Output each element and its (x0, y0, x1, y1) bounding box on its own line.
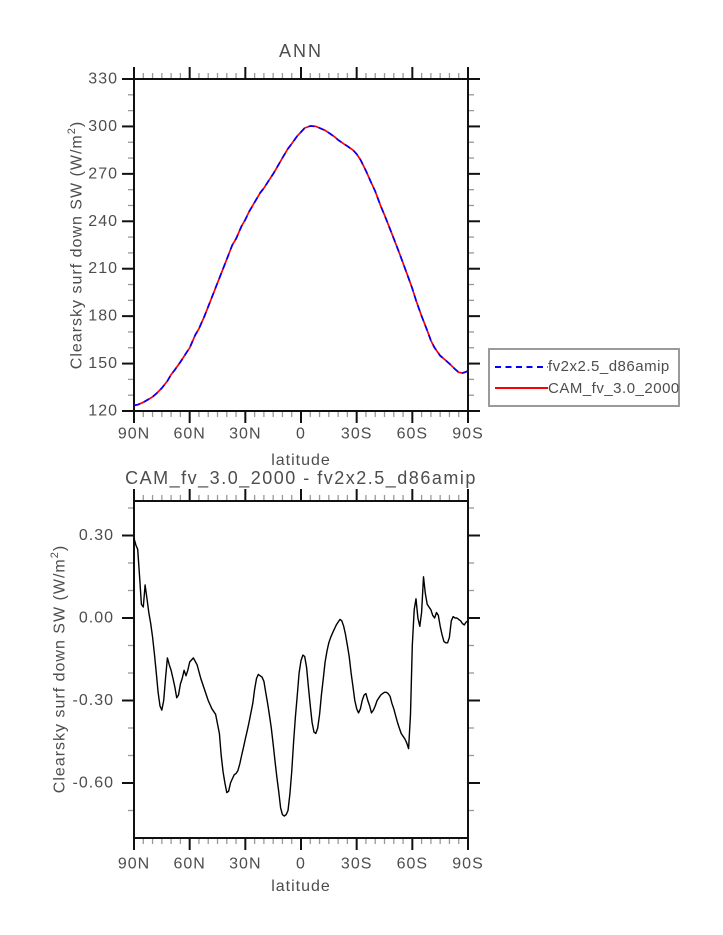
x-tick-label: 90S (452, 856, 483, 873)
y-tick-label: 180 (88, 308, 118, 325)
y-tick-label: 240 (88, 213, 118, 230)
bottom-panel: 90N 60N 30N 0 30S 60S 90S 0.30 0.00 -0.30 -0.60 (73, 489, 483, 873)
ticks (122, 489, 480, 850)
series-line-cam-fv-3.0-2000 (133, 125, 469, 407)
top-panel: 90N 60N 30N 0 30S 60S 90S 330 300 270 240 210 180 150… (88, 67, 483, 443)
top-x-axis-label: latitude (271, 452, 331, 469)
bottom-chart-title: CAM_fv_3.0_2000 - fv2x2.5_d86amip (125, 468, 477, 488)
x-tick-label: 60S (397, 426, 428, 443)
legend-label: fv2x2.5_d86amip (548, 358, 670, 376)
x-tick-label: 0 (296, 856, 306, 873)
top-y-axis-label-close: ) (68, 120, 86, 128)
x-tick-label: 60N (173, 856, 205, 873)
y-tick-label: 0.30 (79, 527, 114, 544)
bottom-x-axis-label: latitude (271, 878, 331, 895)
series-line-fv2x2.5-d86amip (133, 125, 469, 407)
ticks (122, 67, 480, 423)
y-tick-label: 0.00 (79, 610, 114, 627)
x-tick-label: 90N (118, 426, 150, 443)
plot-frame (133, 78, 469, 412)
series-line-cam-fv-3.0-2000-minus-fv2x2.5-d86amip (133, 538, 469, 817)
legend: fv2x2.5_d86amip CAM_fv_3.0_2000 (488, 348, 680, 407)
y-tick-label: 120 (88, 403, 118, 420)
minor-ticks (128, 73, 474, 417)
bottom-y-axis-label: Clearsky surf down SW (W/m2) (44, 459, 69, 879)
top-y-axis-label-sup: 2 (66, 127, 78, 135)
x-tick-label: 30S (341, 856, 372, 873)
legend-label: CAM_fv_3.0_2000 (548, 379, 680, 397)
minor-ticks (128, 495, 474, 844)
x-tick-label: 90S (452, 426, 483, 443)
bottom-y-axis-label-close: ) (51, 544, 69, 552)
tick-labels: 90N 60N 30N 0 30S 60S 90S 0.30 0.00 -0.30 -0.60 (73, 527, 483, 873)
plot-frame (133, 500, 469, 839)
bottom-y-axis-label-sup: 2 (49, 551, 61, 559)
tick-labels: 90N 60N 30N 0 30S 60S 90S 330 300 270 240 210 180 150… (88, 71, 483, 443)
legend-line-sample-dashed (495, 365, 548, 368)
x-tick-label: 60S (397, 856, 428, 873)
legend-item-cam: CAM_fv_3.0_2000 (495, 378, 680, 400)
x-tick-label: 90N (118, 856, 150, 873)
top-chart-title: ANN (278, 41, 323, 61)
y-tick-label: 270 (88, 165, 118, 182)
y-tick-label: -0.60 (73, 775, 114, 792)
top-y-axis-label: Clearsky surf down SW (W/m2) (61, 35, 86, 455)
x-tick-label: 0 (296, 426, 306, 443)
y-tick-label: 210 (88, 260, 118, 277)
x-tick-label: 30N (229, 426, 261, 443)
y-tick-label: 300 (88, 118, 118, 135)
x-tick-label: 30N (229, 856, 261, 873)
y-tick-label: 330 (88, 71, 118, 88)
y-tick-label: 150 (88, 355, 118, 372)
y-tick-label: -0.30 (73, 692, 114, 709)
bottom-y-axis-label-text: Clearsky surf down SW (W/m (51, 558, 69, 794)
legend-line-sample-solid (495, 387, 548, 390)
x-tick-label: 30S (341, 426, 372, 443)
top-y-axis-label-text: Clearsky surf down SW (W/m (68, 134, 86, 370)
x-tick-label: 60N (173, 426, 205, 443)
legend-item-fv2x25: fv2x2.5_d86amip (495, 356, 678, 378)
